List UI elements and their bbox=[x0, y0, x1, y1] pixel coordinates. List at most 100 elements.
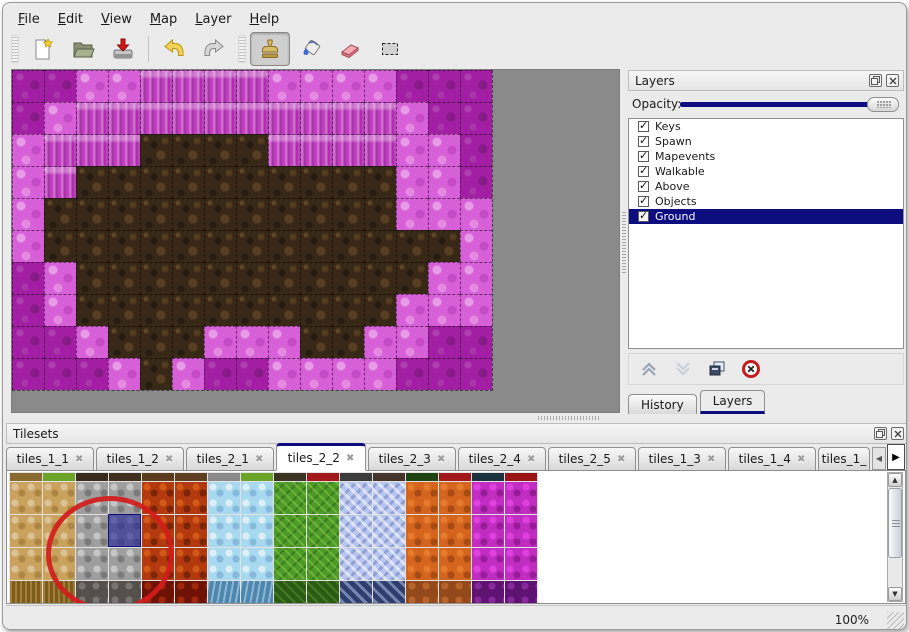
layer-row-walkable[interactable]: Walkable bbox=[629, 164, 903, 179]
tileset-tab-tiles_2_2[interactable]: tiles_2_2 ✖ bbox=[276, 443, 366, 471]
tileset-tile-crystal[interactable] bbox=[340, 548, 372, 580]
layer-visibility-checkbox[interactable] bbox=[638, 119, 649, 132]
tileset-tile-orange[interactable] bbox=[439, 482, 471, 514]
tileset-tile-orange-dark[interactable] bbox=[406, 581, 438, 603]
close-tab-icon[interactable]: ✖ bbox=[74, 453, 84, 465]
tileset-tile-crystal-dark[interactable] bbox=[373, 581, 405, 603]
tileset-tile-gray[interactable] bbox=[109, 482, 141, 514]
layer-row-keys[interactable]: Keys bbox=[629, 119, 903, 134]
tileset-tab-tiles_1_1[interactable]: tiles_1_1 ✖ bbox=[6, 447, 94, 471]
tileset-tab-tiles_2_4[interactable]: tiles_2_4 ✖ bbox=[458, 447, 546, 471]
lower-layer-button[interactable] bbox=[671, 357, 695, 381]
close-panel-icon[interactable] bbox=[891, 427, 904, 440]
tileset-tile-partial[interactable] bbox=[373, 473, 405, 481]
tileset-tile-ice[interactable] bbox=[241, 482, 273, 514]
scroll-up-arrow-icon[interactable]: ▲ bbox=[888, 473, 902, 487]
close-tab-icon[interactable]: ✖ bbox=[616, 453, 626, 465]
layer-row-ground[interactable]: Ground bbox=[629, 209, 903, 224]
tileset-tile-green[interactable] bbox=[274, 548, 306, 580]
tileset-tile-magenta[interactable] bbox=[505, 482, 537, 514]
tileset-tile-crystal[interactable] bbox=[340, 515, 372, 547]
tileset-tab-tiles_1_2[interactable]: tiles_1_2 ✖ bbox=[96, 447, 184, 471]
tileset-tile-magenta-dark[interactable] bbox=[505, 581, 537, 603]
tileset-tile-partial[interactable] bbox=[274, 473, 306, 481]
close-tab-icon[interactable]: ✖ bbox=[706, 453, 716, 465]
layer-visibility-checkbox[interactable] bbox=[638, 164, 649, 177]
tileset-tile-lava[interactable] bbox=[175, 548, 207, 580]
tileset-tile-gray-dark[interactable] bbox=[76, 581, 108, 603]
tileset-tile-lava-dark[interactable] bbox=[142, 581, 174, 603]
scrollbar-thumb[interactable] bbox=[888, 488, 902, 558]
tileset-tile-partial[interactable] bbox=[406, 473, 438, 481]
delete-layer-button[interactable] bbox=[739, 357, 763, 381]
tileset-tile-partial[interactable] bbox=[208, 473, 240, 481]
tileset-tile-magenta[interactable] bbox=[505, 515, 537, 547]
tileset-tile-crystal-dark[interactable] bbox=[340, 581, 372, 603]
eraser-tool-button[interactable] bbox=[330, 32, 370, 66]
tileset-tile-ice[interactable] bbox=[208, 482, 240, 514]
new-file-button[interactable] bbox=[23, 32, 63, 66]
tileset-tile-ice-dark[interactable] bbox=[208, 581, 240, 603]
tileset-tile-green[interactable] bbox=[274, 515, 306, 547]
menu-help[interactable]: Help bbox=[249, 11, 280, 27]
tileset-tile-partial[interactable] bbox=[472, 473, 504, 481]
tileset-tile-ice-dark[interactable] bbox=[241, 581, 273, 603]
tileset-tab-tiles_2_3[interactable]: tiles_2_3 ✖ bbox=[368, 447, 456, 471]
tileset-tile-partial[interactable] bbox=[109, 473, 141, 481]
layer-row-spawn[interactable]: Spawn bbox=[629, 134, 903, 149]
tileset-tile-partial[interactable] bbox=[76, 473, 108, 481]
layer-visibility-checkbox[interactable] bbox=[638, 209, 649, 222]
tileset-tile-lava[interactable] bbox=[175, 515, 207, 547]
tileset-tile-gray[interactable] bbox=[109, 548, 141, 580]
tileset-tile-orange[interactable] bbox=[406, 482, 438, 514]
tileset-tile-tan[interactable] bbox=[10, 515, 42, 547]
menu-file[interactable]: File bbox=[18, 11, 40, 27]
tileset-tile-tan-dark[interactable] bbox=[10, 581, 42, 603]
close-panel-icon[interactable] bbox=[886, 74, 899, 87]
open-file-button[interactable] bbox=[63, 32, 103, 66]
layer-visibility-checkbox[interactable] bbox=[638, 194, 649, 207]
tileset-tab-tiles_1_3[interactable]: tiles_1_3 ✖ bbox=[638, 447, 726, 471]
fill-tool-button[interactable] bbox=[290, 32, 330, 66]
close-tab-icon[interactable]: ✖ bbox=[164, 453, 174, 465]
layer-visibility-checkbox[interactable] bbox=[638, 149, 649, 162]
menu-edit[interactable]: Edit bbox=[57, 11, 83, 27]
tileset-tile-partial[interactable] bbox=[241, 473, 273, 481]
window-resize-grip[interactable] bbox=[887, 612, 904, 629]
tileset-tile-tan[interactable] bbox=[43, 482, 75, 514]
toolbar-drag-handle[interactable] bbox=[11, 35, 19, 63]
map-canvas[interactable] bbox=[11, 69, 620, 413]
tileset-tile-orange-dark[interactable] bbox=[439, 581, 471, 603]
tileset-tile-lava[interactable] bbox=[142, 482, 174, 514]
tileset-tile-magenta[interactable] bbox=[472, 548, 504, 580]
tileset-tile-partial[interactable] bbox=[439, 473, 471, 481]
tileset-tab-tiles_1_4[interactable]: tiles_1_4 ✖ bbox=[728, 447, 816, 471]
tileset-tile-ice[interactable] bbox=[241, 515, 273, 547]
tileset-tab-tiles_1_[interactable]: tiles_1_ bbox=[818, 447, 870, 471]
tileset-tile-magenta[interactable] bbox=[472, 482, 504, 514]
layer-row-mapevents[interactable]: Mapevents bbox=[629, 149, 903, 164]
tileset-tile-gray[interactable] bbox=[76, 515, 108, 547]
tileset-tile-partial[interactable] bbox=[175, 473, 207, 481]
tileset-tile-partial[interactable] bbox=[505, 473, 537, 481]
close-tab-icon[interactable]: ✖ bbox=[254, 453, 264, 465]
tileset-tile-orange[interactable] bbox=[406, 515, 438, 547]
tileset-view[interactable] bbox=[6, 470, 906, 604]
tileset-tile-crystal[interactable] bbox=[373, 515, 405, 547]
toolbar-drag-handle[interactable] bbox=[238, 35, 246, 63]
menu-view[interactable]: View bbox=[100, 11, 132, 27]
close-tab-icon[interactable]: ✖ bbox=[526, 453, 536, 465]
float-panel-icon[interactable] bbox=[874, 427, 887, 440]
save-file-button[interactable] bbox=[103, 32, 143, 66]
tileset-tile-tan[interactable] bbox=[10, 548, 42, 580]
tileset-tab-tiles_2_5[interactable]: tiles_2_5 ✖ bbox=[548, 447, 636, 471]
stamp-tool-button[interactable] bbox=[250, 32, 290, 66]
tileset-tile-crystal[interactable] bbox=[373, 482, 405, 514]
tab-scroll-left-button[interactable]: ◀ bbox=[872, 447, 886, 470]
tileset-tile-green[interactable] bbox=[307, 548, 339, 580]
close-tab-icon[interactable]: ✖ bbox=[436, 453, 446, 465]
tileset-tile-tan-dark[interactable] bbox=[43, 581, 75, 603]
layer-row-objects[interactable]: Objects bbox=[629, 194, 903, 209]
raise-layer-button[interactable] bbox=[637, 357, 661, 381]
tileset-tile-tan[interactable] bbox=[43, 515, 75, 547]
